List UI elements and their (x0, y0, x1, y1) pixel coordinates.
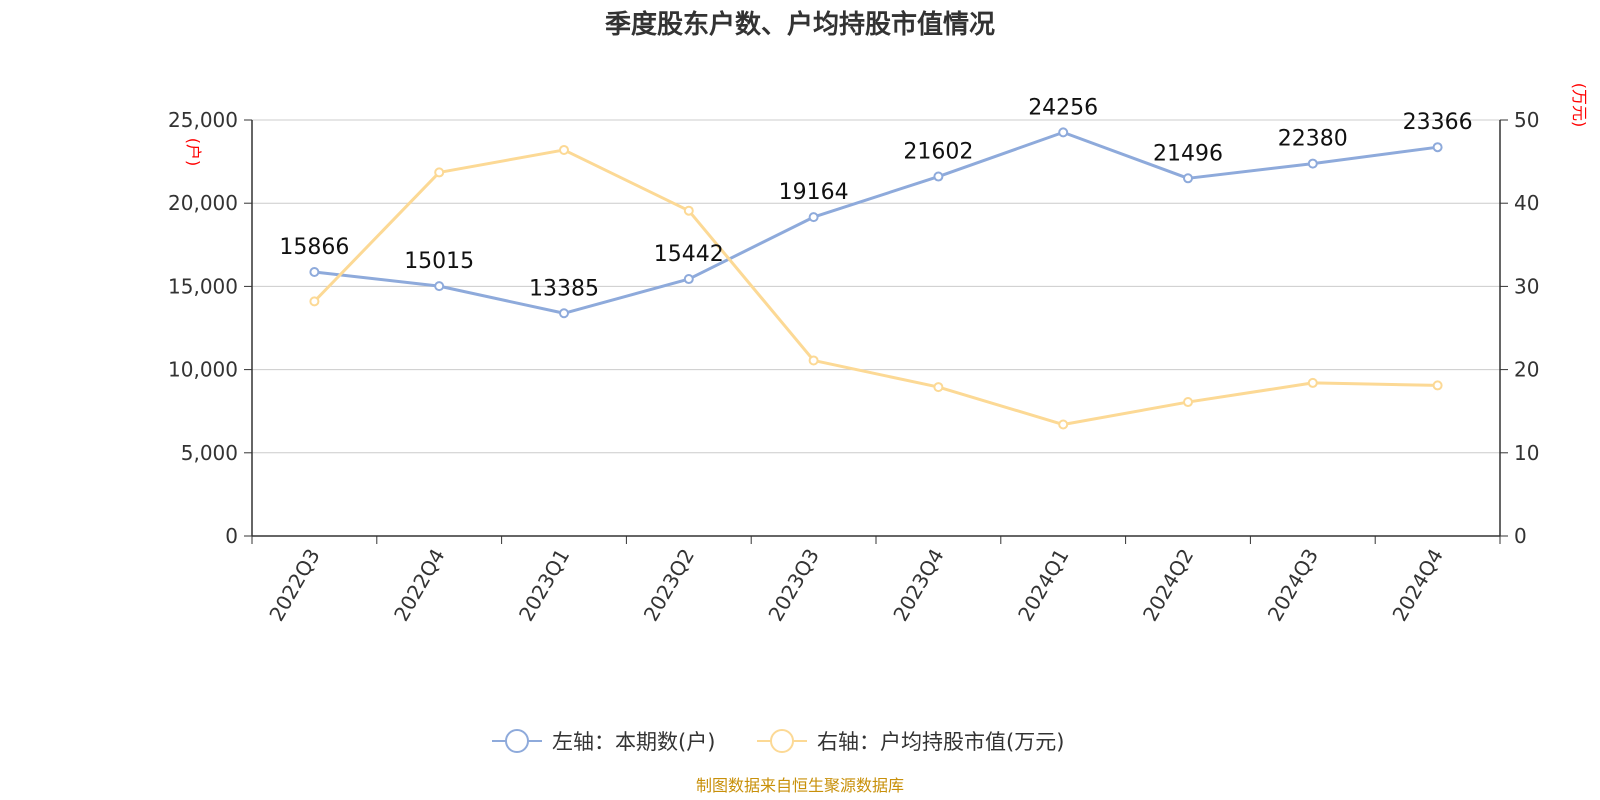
left-axis-tick-label: 20,000 (168, 191, 238, 215)
legend-1-label: 左轴：本期数(户) (552, 730, 715, 754)
left-axis-tick-label: 10,000 (168, 358, 238, 382)
legend: 左轴：本期数(户) 右轴：户均持股市值(万元) (492, 729, 1064, 754)
series-1-data-label: 15015 (404, 249, 474, 274)
x-axis-tick-label: 2022Q4 (389, 545, 449, 626)
x-axis-tick-label: 2024Q3 (1263, 545, 1323, 626)
series-1-point (1058, 127, 1069, 138)
right-axis-tick-label: 10 (1514, 441, 1539, 465)
source-note: 制图数据来自恒生聚源数据库 (696, 776, 904, 795)
series-2-point (933, 382, 944, 393)
series-2-point (1058, 419, 1069, 430)
series-1-point (1432, 142, 1443, 153)
right-axis-unit: (万元) (1570, 83, 1589, 128)
x-axis-tick-label: 2023Q4 (888, 545, 948, 626)
left-axis-tick-label: 25,000 (168, 108, 238, 132)
series-2-point (434, 167, 445, 178)
right-axis-tick-label: 40 (1514, 191, 1539, 215)
series-2-point (683, 205, 694, 216)
left-axis-tick-label: 15,000 (168, 274, 238, 298)
series-1-data-label: 15866 (279, 235, 349, 260)
chart-title: 季度股东户数、户均持股市值情况 (605, 9, 995, 40)
series-2-point (808, 355, 819, 366)
series-1-point (1183, 173, 1193, 184)
series-2-point (559, 144, 569, 155)
series-1-data-label: 19164 (779, 180, 849, 205)
series-1-data-label: 15442 (654, 242, 724, 267)
series-1-data-label: 22380 (1278, 127, 1348, 152)
series-2-point (1183, 397, 1193, 408)
x-axis-tick-label: 2024Q2 (1138, 545, 1198, 626)
series-layer: 15866 15015 13385 15442 19164 21602 24256 21496… (279, 95, 1473, 430)
x-axis-tick-label: 2024Q4 (1387, 545, 1447, 626)
axes: 0 5,000 10,000 15,000 20,000 25,000 0 10 20 30 40 5… (168, 108, 1539, 625)
series-1-data-label: 13385 (529, 276, 599, 301)
legend-2-label: 右轴：户均持股市值(万元) (817, 730, 1064, 754)
series-1-data-label: 21602 (903, 140, 973, 165)
right-axis-tick-label: 20 (1514, 358, 1539, 382)
series-1-data-label: 24256 (1028, 95, 1098, 120)
left-axis-tick-label: 5,000 (181, 441, 238, 465)
series-1-point (933, 171, 944, 182)
legend-1-marker (505, 729, 529, 753)
x-axis-tick-label: 2023Q2 (639, 545, 699, 626)
right-axis-tick-label: 50 (1514, 108, 1539, 132)
x-axis-tick-label: 2022Q3 (264, 545, 324, 626)
grid-lines (252, 119, 1500, 454)
series-1-data-label: 21496 (1153, 141, 1223, 166)
series-1-line (314, 130, 1438, 315)
series-1-point (808, 212, 819, 223)
series-1-point (559, 308, 569, 319)
series-2-point (1432, 380, 1443, 391)
series-1-point (1307, 158, 1318, 169)
right-axis-tick-label: 30 (1514, 274, 1539, 298)
left-axis-unit: (户) (184, 138, 203, 167)
legend-2-marker (770, 729, 794, 753)
series-1-point (434, 281, 445, 292)
x-axis-tick-label: 2023Q3 (763, 545, 823, 626)
series-2-line (313, 148, 1438, 427)
series-1-point (683, 274, 694, 285)
x-axis-tick-label: 2024Q1 (1013, 545, 1073, 626)
series-2-point (309, 296, 320, 307)
right-axis-tick-label: 0 (1514, 524, 1527, 548)
x-axis-tick-label: 2023Q1 (514, 545, 574, 626)
series-2-point (1307, 377, 1318, 388)
left-axis-tick-label: 0 (225, 524, 238, 548)
series-1-point (309, 266, 320, 277)
series-1-data-label: 23366 (1403, 110, 1473, 135)
